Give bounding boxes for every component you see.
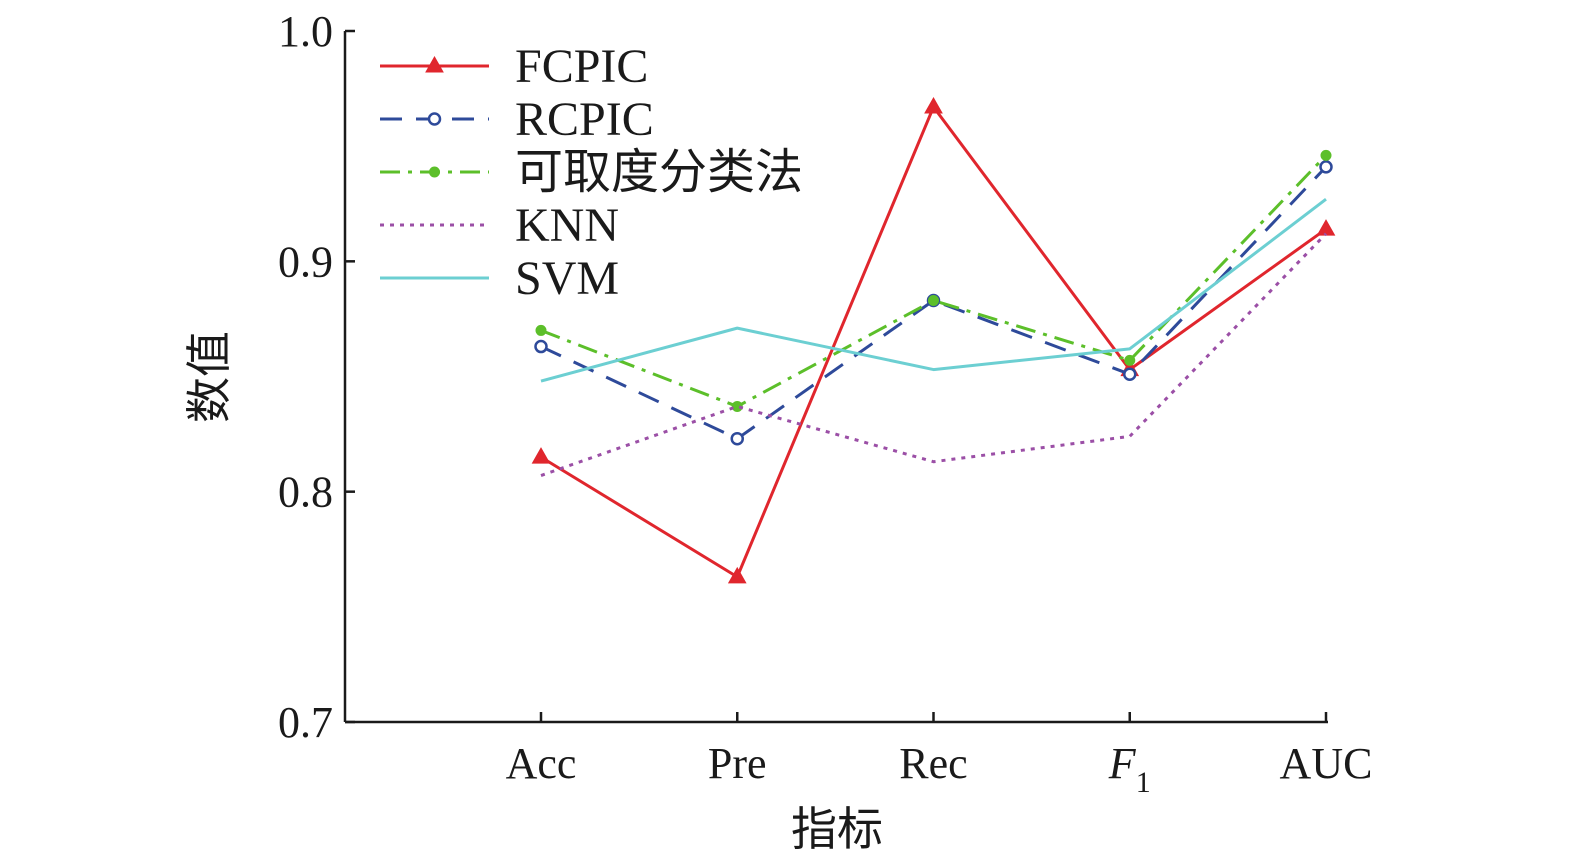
legend-item: RCPIC — [380, 93, 654, 146]
series-line — [540, 154, 1328, 408]
x-tick-label: Pre — [708, 739, 767, 788]
x-axis-title: 指标 — [791, 804, 883, 855]
y-tick-label: 0.7 — [278, 698, 333, 747]
legend-item: 可取度分类法 — [380, 146, 803, 199]
data-point — [730, 431, 744, 446]
y-tick-label: 1.0 — [278, 7, 333, 56]
data-point — [1319, 160, 1333, 174]
data-point — [727, 566, 747, 584]
y-tick-label: 0.8 — [278, 468, 333, 517]
legend-label: 可取度分类法 — [515, 146, 803, 199]
x-tick-label-subscript: 1 — [1136, 766, 1151, 799]
series-line — [540, 232, 1328, 477]
data-point — [1320, 149, 1332, 161]
x-axis-ticks: Acc Pre Rec F1 AUC — [506, 712, 1373, 799]
legend-marker — [425, 55, 444, 73]
legend-item: FCPIC — [380, 40, 648, 93]
y-tick-label: 0.9 — [278, 237, 333, 286]
legend-marker — [427, 112, 442, 126]
series-3 — [540, 232, 1328, 477]
data-point — [1124, 354, 1136, 366]
data-point — [534, 339, 548, 354]
data-point — [924, 96, 943, 114]
data-point — [531, 447, 551, 464]
x-tick-label: Acc — [506, 739, 577, 788]
x-tick-label-text: Acc — [506, 739, 577, 788]
data-point — [928, 294, 939, 306]
data-point — [535, 324, 547, 336]
y-axis-title: 数值 — [184, 331, 235, 423]
series-layer — [531, 96, 1336, 584]
legend-label: RCPIC — [515, 93, 654, 146]
x-tick-label-text: Pre — [708, 739, 767, 788]
axes — [343, 31, 1328, 724]
data-point — [1123, 367, 1137, 381]
legend-label: SVM — [515, 252, 619, 305]
legend-label: FCPIC — [515, 40, 648, 93]
y-axis-ticks: 0.7 0.8 0.9 1.0 — [278, 7, 355, 747]
x-tick-label: AUC — [1280, 739, 1373, 788]
x-tick-label: Rec — [899, 739, 967, 788]
legend-label: KNN — [515, 199, 619, 252]
x-tick-label: F1 — [1108, 739, 1151, 799]
series-line — [540, 197, 1327, 383]
legend-item: KNN — [380, 199, 619, 252]
series-2 — [535, 149, 1332, 412]
x-tick-label-text: AUC — [1280, 739, 1373, 788]
legend-marker — [429, 166, 440, 178]
data-point — [1316, 219, 1336, 236]
x-tick-label-text: F — [1108, 739, 1137, 788]
series-4 — [540, 197, 1327, 383]
x-tick-label-text: Rec — [899, 739, 967, 788]
legend-item: SVM — [380, 252, 619, 305]
series-line — [540, 165, 1328, 441]
